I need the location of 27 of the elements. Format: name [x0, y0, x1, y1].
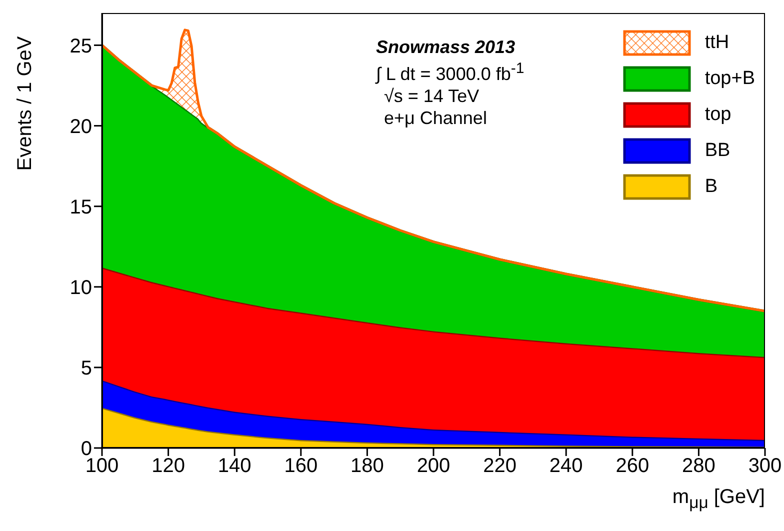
- legend-label: B: [704, 176, 718, 198]
- y-tick-label: 20: [70, 116, 92, 138]
- x-tick-label: 160: [284, 455, 318, 478]
- legend-label: top+B: [704, 68, 755, 90]
- annotation: √s = 14 TeV: [383, 85, 480, 107]
- legend-label: top: [704, 104, 732, 126]
- y-tick-label: 15: [70, 196, 92, 218]
- x-tick-label: 240: [549, 455, 583, 478]
- legend-label: BB: [704, 140, 730, 162]
- x-tick-label: 120: [152, 455, 185, 478]
- y-axis-title: Events / 1 GeV: [14, 36, 36, 170]
- y-tick-label: 10: [70, 276, 92, 299]
- x-axis-title: m$_{μμ}$ [GeV]: [672, 486, 765, 513]
- annotation: ∫ L dt = 3000.0 fb$^{-1}$: [376, 59, 524, 85]
- annotation: e+μ Channel: [383, 107, 488, 129]
- y-tick-label: 5: [80, 358, 92, 380]
- x-tick-label: 220: [483, 455, 516, 478]
- x-tick-label: 180: [350, 455, 384, 478]
- x-tick-label: 260: [616, 455, 650, 478]
- x-tick-label: 280: [682, 455, 716, 478]
- x-tick-label: 100: [85, 455, 119, 478]
- legend-label: ttH: [704, 32, 730, 54]
- x-tick-label: 300: [748, 455, 782, 478]
- x-tick-label: 200: [416, 455, 450, 478]
- annotation: Snowmass 2013: [376, 36, 516, 58]
- x-tick-label: 140: [218, 455, 252, 478]
- y-tick-label: 25: [70, 35, 92, 58]
